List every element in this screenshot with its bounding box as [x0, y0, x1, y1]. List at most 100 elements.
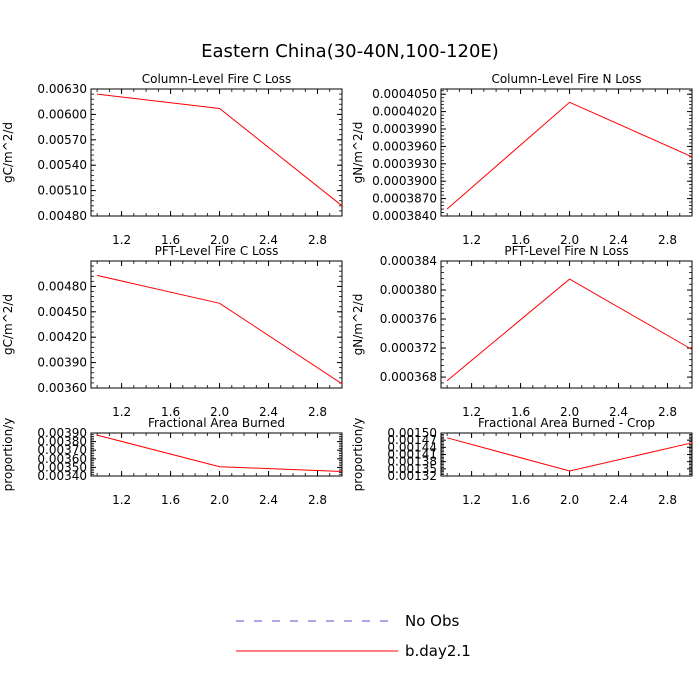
- legend-label-2: b.day2.1: [405, 642, 471, 660]
- y-tick-label: 0.00360: [37, 452, 87, 466]
- panel-title: Column-Level Fire C Loss: [142, 72, 292, 86]
- y-tick-label: 0.0003990: [372, 122, 437, 136]
- x-tick-label: 2.4: [259, 493, 278, 507]
- x-tick-label: 2.8: [658, 233, 677, 247]
- y-axis-label: gN/m^2/d: [351, 122, 365, 184]
- x-tick-label: 2.4: [609, 405, 628, 419]
- series-line-b.day2.1: [96, 274, 343, 385]
- x-tick-label: 1.2: [112, 233, 131, 247]
- y-tick-label: 0.00144: [387, 440, 437, 454]
- x-tick-label: 1.2: [112, 493, 131, 507]
- x-tick-label: 1.2: [112, 405, 131, 419]
- y-tick-label: 0.000380: [380, 283, 437, 297]
- y-tick-label: 0.00390: [37, 426, 87, 440]
- panel-6: Fractional Area Burned - Crop proportion/…: [351, 416, 693, 507]
- x-tick-label: 2.8: [658, 405, 677, 419]
- y-tick-label: 0.0003870: [372, 192, 437, 206]
- panel-4: PFT-Level Fire N Loss gN/m^2/d 0.000368 0.0…: [351, 244, 693, 419]
- x-tick-label: 2.8: [308, 233, 327, 247]
- series-line-b.day2.1: [96, 434, 343, 472]
- y-tick-label: 0.000376: [380, 312, 437, 326]
- y-tick-label: 0.00360: [37, 381, 87, 395]
- y-tick-label: 0.00630: [37, 82, 87, 96]
- plot-frame: [440, 88, 693, 217]
- x-tick-label: 2.0: [210, 233, 229, 247]
- panel-title: Fractional Area Burned - Crop: [478, 416, 655, 430]
- x-tick-label: 1.2: [462, 405, 481, 419]
- y-tick-label: 0.000372: [380, 341, 437, 355]
- y-tick-label: 0.00135: [387, 462, 437, 476]
- plot-frame: [90, 432, 343, 477]
- x-tick-label: 1.6: [511, 233, 530, 247]
- y-tick-label: 0.00390: [37, 356, 87, 370]
- y-tick-label: 0.00132: [387, 469, 437, 483]
- y-tick-label: 0.000368: [380, 370, 437, 384]
- x-tick-label: 1.2: [462, 493, 481, 507]
- y-tick-label: 0.0003900: [372, 174, 437, 188]
- x-tick-label: 2.4: [259, 233, 278, 247]
- y-tick-label: 0.0004020: [372, 105, 437, 119]
- panel-title: PFT-Level Fire N Loss: [504, 244, 628, 258]
- x-tick-label: 2.4: [609, 233, 628, 247]
- x-tick-label: 2.0: [210, 405, 229, 419]
- x-tick-label: 1.2: [462, 233, 481, 247]
- y-tick-label: 0.00150: [387, 426, 437, 440]
- y-tick-label: 0.00370: [37, 443, 87, 457]
- series-line-b.day2.1: [446, 278, 693, 382]
- x-tick-label: 2.0: [560, 493, 579, 507]
- y-tick-label: 0.00340: [37, 469, 87, 483]
- y-tick-label: 0.0003960: [372, 139, 437, 153]
- y-tick-label: 0.00480: [37, 279, 87, 293]
- y-tick-label: 0.00450: [37, 305, 87, 319]
- panel-1: Column-Level Fire C Loss gC/m^2/d 0.00480 0…: [1, 72, 343, 247]
- plot-frame: [440, 260, 693, 389]
- panel-title: Fractional Area Burned: [148, 416, 285, 430]
- y-tick-label: 0.0004050: [372, 87, 437, 101]
- y-tick-label: 0.00147: [387, 433, 437, 447]
- x-tick-label: 1.6: [161, 233, 180, 247]
- legend-label-1: No Obs: [405, 612, 459, 630]
- series-line-b.day2.1: [446, 101, 693, 210]
- y-tick-label: 0.0003930: [372, 157, 437, 171]
- x-tick-label: 2.0: [210, 493, 229, 507]
- plot-frame: [90, 260, 343, 389]
- y-tick-label: 0.0003840: [372, 209, 437, 223]
- y-tick-label: 0.00350: [37, 460, 87, 474]
- panel-5: Fractional Area Burned proportion/y 0.0034…: [1, 416, 343, 507]
- x-tick-label: 2.8: [308, 493, 327, 507]
- series-line-b.day2.1: [446, 437, 693, 472]
- x-tick-label: 1.6: [161, 405, 180, 419]
- plot-frame: [440, 432, 693, 477]
- panel-2: Column-Level Fire N Loss gN/m^2/d 0.000384…: [351, 72, 693, 247]
- panel-3: PFT-Level Fire C Loss gC/m^2/d 0.00360 0.00…: [1, 244, 343, 419]
- y-tick-label: 0.00141: [387, 448, 437, 462]
- y-axis-label: gC/m^2/d: [1, 294, 15, 355]
- chart-panels: Column-Level Fire C Loss gC/m^2/d 0.00480 0…: [1, 72, 693, 507]
- x-tick-label: 1.6: [511, 405, 530, 419]
- x-tick-label: 2.0: [560, 233, 579, 247]
- plot-frame: [90, 88, 343, 217]
- panel-title: PFT-Level Fire C Loss: [155, 244, 279, 258]
- x-tick-label: 2.8: [658, 493, 677, 507]
- y-tick-label: 0.000384: [380, 254, 437, 268]
- y-axis-label: proportion/y: [351, 418, 365, 492]
- y-axis-label: gC/m^2/d: [1, 122, 15, 183]
- y-tick-label: 0.00540: [37, 158, 87, 172]
- y-axis-label: gN/m^2/d: [351, 294, 365, 356]
- y-axis-label: proportion/y: [1, 418, 15, 492]
- x-tick-label: 1.6: [161, 493, 180, 507]
- y-tick-label: 0.00510: [37, 184, 87, 198]
- y-tick-label: 0.00570: [37, 133, 87, 147]
- x-tick-label: 2.8: [308, 405, 327, 419]
- x-tick-label: 2.4: [609, 493, 628, 507]
- legend: No Obs b.day2.1: [236, 612, 471, 660]
- x-tick-label: 1.6: [511, 493, 530, 507]
- y-tick-label: 0.00380: [37, 435, 87, 449]
- y-tick-label: 0.00480: [37, 209, 87, 223]
- figure-title: Eastern China(30-40N,100-120E): [201, 41, 499, 62]
- panel-title: Column-Level Fire N Loss: [491, 72, 641, 86]
- y-tick-label: 0.00420: [37, 330, 87, 344]
- series-line-b.day2.1: [97, 93, 343, 207]
- x-tick-label: 2.4: [259, 405, 278, 419]
